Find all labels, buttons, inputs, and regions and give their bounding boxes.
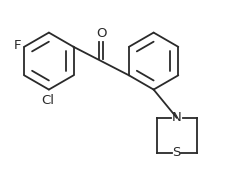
Text: S: S	[173, 146, 181, 159]
Text: Cl: Cl	[42, 94, 55, 107]
Text: F: F	[14, 39, 21, 53]
Text: O: O	[96, 27, 106, 40]
Text: N: N	[172, 111, 181, 124]
